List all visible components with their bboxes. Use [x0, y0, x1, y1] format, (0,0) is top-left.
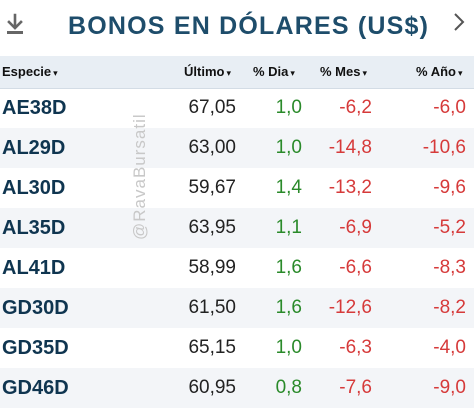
month-change: -12,6: [328, 297, 372, 318]
last-price: 65,15: [188, 337, 236, 358]
column-mes[interactable]: % Mes ▾: [320, 56, 367, 88]
column-dia[interactable]: % Dia ▾: [253, 56, 295, 88]
column-anio-label: % Año: [416, 64, 456, 79]
column-mes-label: % Mes: [320, 64, 361, 79]
month-change: -13,2: [328, 177, 372, 198]
column-dia-label: % Dia: [253, 64, 289, 79]
column-especie[interactable]: Especie ▾: [2, 56, 58, 88]
column-especie-label: Especie: [2, 64, 52, 79]
day-change: 1,0: [275, 97, 302, 118]
ticker-link[interactable]: AL35D: [2, 217, 66, 239]
day-change: 1,1: [275, 217, 302, 238]
ticker-link[interactable]: GD35D: [2, 337, 69, 359]
year-change: -10,6: [422, 137, 466, 158]
year-change: -9,6: [433, 177, 466, 198]
month-change: -14,8: [328, 137, 372, 158]
day-change: 0,8: [275, 377, 302, 398]
sort-arrow-icon: ▾: [53, 68, 58, 78]
year-change: -5,2: [433, 217, 466, 238]
last-price: 63,95: [188, 217, 236, 238]
widget-title: BONOS EN DÓLARES (US$): [68, 12, 430, 40]
bond-table: AE38D 67,05 1,0 -6,2 -6,0 AL29D 63,00 1,…: [0, 88, 474, 408]
month-change: -7,6: [339, 377, 372, 398]
table-row[interactable]: AL41D 58,99 1,6 -6,6 -8,3: [0, 248, 474, 288]
ticker-link[interactable]: AL30D: [2, 177, 66, 199]
column-header-row: Especie ▾ Último ▾ % Dia ▾ % Mes ▾ % Año ▾: [0, 56, 474, 89]
chevron-right-icon[interactable]: [452, 10, 466, 34]
last-price: 58,99: [188, 257, 236, 278]
day-change: 1,4: [275, 177, 302, 198]
column-anio[interactable]: % Año ▾: [416, 56, 463, 88]
watermark-text: @RavaBursatil: [130, 113, 149, 240]
month-change: -6,3: [339, 337, 372, 358]
year-change: -6,0: [433, 97, 466, 118]
month-change: -6,9: [339, 217, 372, 238]
month-change: -6,6: [339, 257, 372, 278]
ticker-link[interactable]: GD30D: [2, 297, 69, 319]
day-change: 1,0: [275, 137, 302, 158]
day-change: 1,6: [275, 297, 302, 318]
year-change: -8,3: [433, 257, 466, 278]
sort-arrow-icon: ▾: [226, 68, 231, 78]
widget-header: BONOS EN DÓLARES (US$): [0, 0, 474, 56]
sort-arrow-icon: ▾: [290, 68, 295, 78]
last-price: 59,67: [188, 177, 236, 198]
ticker-link[interactable]: AL29D: [2, 137, 66, 159]
sort-arrow-icon: ▾: [457, 68, 463, 78]
ticker-link[interactable]: AL41D: [2, 257, 66, 279]
year-change: -8,2: [433, 297, 466, 318]
last-price: 63,00: [188, 137, 236, 158]
table-row[interactable]: AL29D 63,00 1,0 -14,8 -10,6: [0, 128, 474, 168]
column-ultimo[interactable]: Último ▾: [184, 56, 231, 88]
table-row[interactable]: AE38D 67,05 1,0 -6,2 -6,0: [0, 88, 474, 128]
year-change: -9,0: [433, 377, 466, 398]
last-price: 67,05: [188, 97, 236, 118]
day-change: 1,0: [275, 337, 302, 358]
table-row[interactable]: GD35D 65,15 1,0 -6,3 -4,0: [0, 328, 474, 368]
table-row[interactable]: GD46D 60,95 0,8 -7,6 -9,0: [0, 368, 474, 408]
download-icon[interactable]: [4, 13, 26, 37]
table-row[interactable]: GD30D 61,50 1,6 -12,6 -8,2: [0, 288, 474, 328]
last-price: 61,50: [188, 297, 236, 318]
sort-arrow-icon: ▾: [362, 68, 367, 78]
column-ultimo-label: Último: [184, 64, 225, 79]
table-row[interactable]: AL30D 59,67 1,4 -13,2 -9,6: [0, 168, 474, 208]
ticker-link[interactable]: AE38D: [2, 97, 67, 119]
last-price: 60,95: [188, 377, 236, 398]
day-change: 1,6: [275, 257, 302, 278]
table-row[interactable]: AL35D 63,95 1,1 -6,9 -5,2: [0, 208, 474, 248]
month-change: -6,2: [339, 97, 372, 118]
year-change: -4,0: [433, 337, 466, 358]
ticker-link[interactable]: GD46D: [2, 377, 69, 399]
